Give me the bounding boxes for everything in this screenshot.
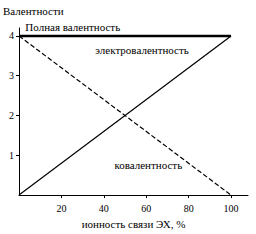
svg-text:2: 2 — [9, 110, 14, 121]
svg-text:80: 80 — [184, 203, 194, 214]
svg-text:Полная валентность: Полная валентность — [25, 21, 120, 33]
svg-text:Валентности: Валентности — [3, 5, 64, 17]
svg-text:40: 40 — [99, 203, 109, 214]
svg-text:1: 1 — [9, 150, 14, 161]
svg-text:4: 4 — [9, 30, 14, 41]
svg-text:ионность связи ЭХ, %: ионность связи ЭХ, % — [82, 218, 186, 230]
svg-text:ковалентность: ковалентность — [114, 159, 182, 171]
svg-text:электровалентность: электровалентность — [95, 44, 189, 56]
svg-text:60: 60 — [141, 203, 151, 214]
svg-text:20: 20 — [56, 203, 66, 214]
svg-text:100: 100 — [224, 203, 239, 214]
svg-text:3: 3 — [9, 70, 14, 81]
